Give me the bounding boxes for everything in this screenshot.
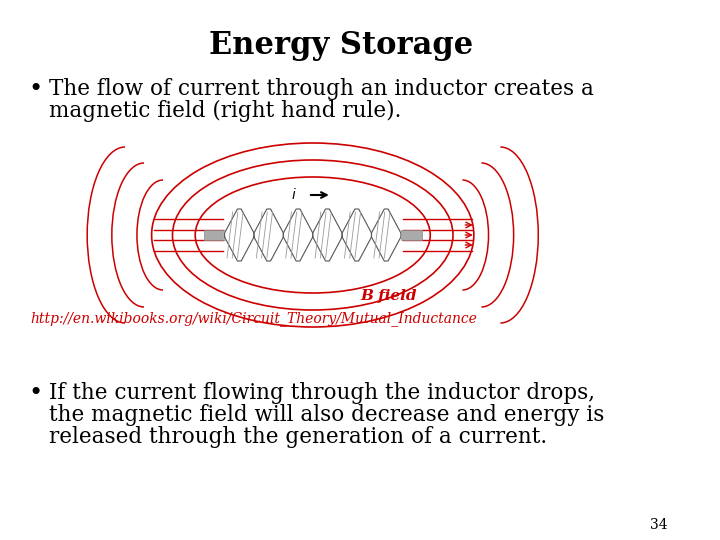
Text: 34: 34 [650, 518, 668, 532]
Text: http://en.wikibooks.org/wiki/Circuit_Theory/Mutual_Inductance: http://en.wikibooks.org/wiki/Circuit_The… [30, 311, 477, 326]
Polygon shape [312, 209, 342, 261]
Polygon shape [342, 209, 372, 261]
FancyBboxPatch shape [204, 230, 225, 240]
Text: The flow of current through an inductor creates a: The flow of current through an inductor … [49, 78, 594, 100]
Polygon shape [254, 209, 284, 261]
Text: •: • [28, 78, 42, 101]
Text: If the current flowing through the inductor drops,: If the current flowing through the induc… [49, 382, 595, 404]
Polygon shape [372, 209, 401, 261]
Text: B field: B field [360, 289, 417, 303]
Text: magnetic field (right hand rule).: magnetic field (right hand rule). [49, 100, 402, 122]
Text: •: • [28, 382, 42, 405]
FancyBboxPatch shape [401, 230, 422, 240]
Text: i: i [292, 188, 296, 202]
Text: Energy Storage: Energy Storage [209, 30, 473, 61]
Text: the magnetic field will also decrease and energy is: the magnetic field will also decrease an… [49, 404, 605, 426]
Polygon shape [225, 209, 254, 261]
Polygon shape [284, 209, 312, 261]
Text: released through the generation of a current.: released through the generation of a cur… [49, 426, 547, 448]
